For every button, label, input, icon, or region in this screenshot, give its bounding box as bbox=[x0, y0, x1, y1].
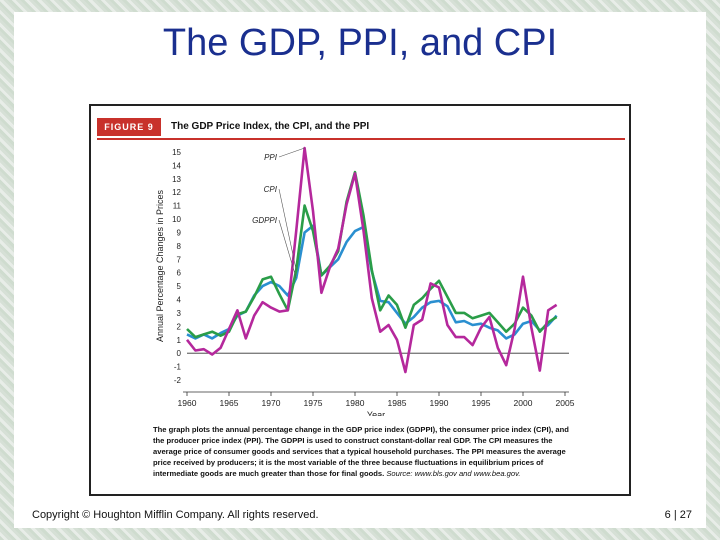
y-tick-label: 8 bbox=[177, 242, 182, 251]
y-tick-label: 11 bbox=[173, 202, 182, 211]
caption-text: The graph plots the annual percentage ch… bbox=[153, 425, 569, 478]
x-tick-label: 1960 bbox=[178, 398, 197, 408]
x-axis-title: Year bbox=[367, 410, 385, 416]
x-tick-label: 2000 bbox=[514, 398, 533, 408]
y-tick-label: 14 bbox=[172, 161, 181, 170]
y-tick-label: 7 bbox=[177, 255, 182, 264]
series-label-gdppi: GDPPI bbox=[252, 216, 278, 225]
y-tick-label: -2 bbox=[174, 376, 182, 385]
series-line-ppi bbox=[185, 146, 558, 374]
series-leader-gdppi bbox=[278, 219, 297, 279]
x-tick-label: 1990 bbox=[430, 398, 449, 408]
series-label-ppi: PPI bbox=[264, 153, 278, 162]
figure-panel: FIGURE 9 The GDP Price Index, the CPI, a… bbox=[89, 104, 631, 496]
series-line-gdppi bbox=[186, 224, 558, 340]
y-tick-label: 10 bbox=[172, 215, 181, 224]
y-axis-title: Annual Percentage Changes in Prices bbox=[155, 189, 165, 342]
y-tick-label: 9 bbox=[177, 228, 182, 237]
y-tick-label: 6 bbox=[177, 269, 182, 278]
copyright-notice: Copyright © Houghton Mifflin Company. Al… bbox=[32, 509, 319, 521]
figure-caption: The graph plots the annual percentage ch… bbox=[153, 424, 573, 479]
x-tick-label: 2005 bbox=[556, 398, 575, 408]
y-tick-label: 1 bbox=[177, 336, 182, 345]
figure-title-rule bbox=[97, 138, 625, 140]
y-tick-label: 0 bbox=[177, 349, 182, 358]
y-tick-label: 13 bbox=[172, 175, 181, 184]
figure-label: FIGURE 9 bbox=[97, 118, 161, 136]
page-number: 6 | 27 bbox=[664, 509, 692, 521]
caption-source: Source: www.bls.gov and www.bea.gov. bbox=[386, 469, 521, 478]
y-tick-label: 15 bbox=[172, 148, 181, 157]
series-line-cpi bbox=[186, 170, 558, 339]
y-tick-label: -1 bbox=[174, 363, 182, 372]
x-tick-label: 1995 bbox=[472, 398, 491, 408]
x-tick-label: 1980 bbox=[346, 398, 365, 408]
figure-title: The GDP Price Index, the CPI, and the PP… bbox=[171, 121, 370, 132]
y-tick-label: 12 bbox=[172, 188, 181, 197]
y-tick-label: 4 bbox=[177, 296, 182, 305]
x-tick-label: 1970 bbox=[262, 398, 281, 408]
slide-title: The GDP, PPI, and CPI bbox=[162, 22, 558, 64]
series-leader-cpi bbox=[278, 188, 297, 271]
series-label-cpi: CPI bbox=[264, 185, 278, 194]
y-tick-label: 3 bbox=[177, 309, 182, 318]
x-tick-label: 1975 bbox=[304, 398, 323, 408]
x-tick-label: 1985 bbox=[388, 398, 407, 408]
x-tick-label: 1965 bbox=[220, 398, 239, 408]
y-tick-label: 2 bbox=[177, 322, 182, 331]
y-tick-label: 5 bbox=[177, 282, 182, 291]
series-leader-ppi bbox=[278, 147, 305, 158]
